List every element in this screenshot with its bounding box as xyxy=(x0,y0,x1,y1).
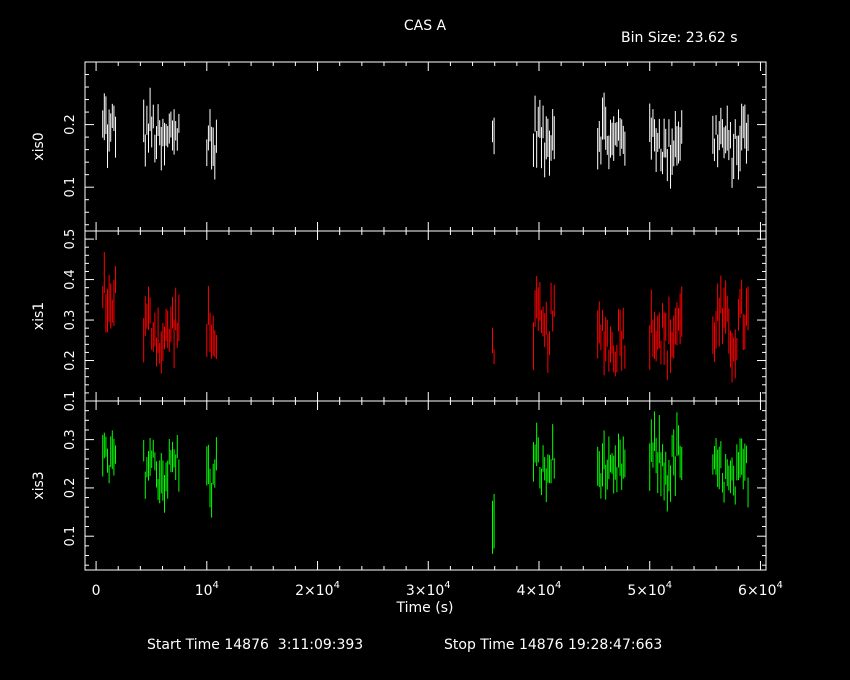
x-tick-label: 0 xyxy=(92,583,101,599)
y-tick-label: 0.1 xyxy=(63,391,78,412)
y-tick-label: 0.1 xyxy=(63,177,78,198)
x-axis-label: Time (s) xyxy=(396,600,454,616)
y-axis-label-xis1: xis1 xyxy=(31,302,47,330)
x-tick-label: 5×104 xyxy=(627,580,672,599)
y-tick-label: 0.2 xyxy=(63,350,78,371)
bin-size-label: Bin Size: 23.62 s xyxy=(621,30,738,46)
y-tick-label: 0.2 xyxy=(63,114,78,135)
x-tick-label: 6×104 xyxy=(738,580,783,599)
start-time: Start Time 14876 3:11:09:393 xyxy=(147,637,364,653)
x-tick-label: 2×104 xyxy=(295,580,340,599)
y-tick-label: 0.5 xyxy=(63,229,78,250)
y-tick-label: 0.2 xyxy=(63,478,78,499)
panel-frame-xis3 xyxy=(84,400,767,571)
x-tick-label: 104 xyxy=(195,580,219,599)
y-tick-label: 0.1 xyxy=(63,526,78,547)
y-tick-label: 0.4 xyxy=(63,269,78,290)
y-axis-label-xis0: xis0 xyxy=(31,132,47,160)
x-tick-label: 4×104 xyxy=(517,580,562,599)
y-axis-label-xis3: xis3 xyxy=(31,471,47,499)
y-tick-label: 0.3 xyxy=(63,429,78,450)
y-tick-label: 0.3 xyxy=(63,310,78,331)
x-tick-label: 3×104 xyxy=(406,580,451,599)
chart-title: CAS A xyxy=(403,18,447,34)
stop-time: Stop Time 14876 19:28:47:663 xyxy=(444,637,663,653)
